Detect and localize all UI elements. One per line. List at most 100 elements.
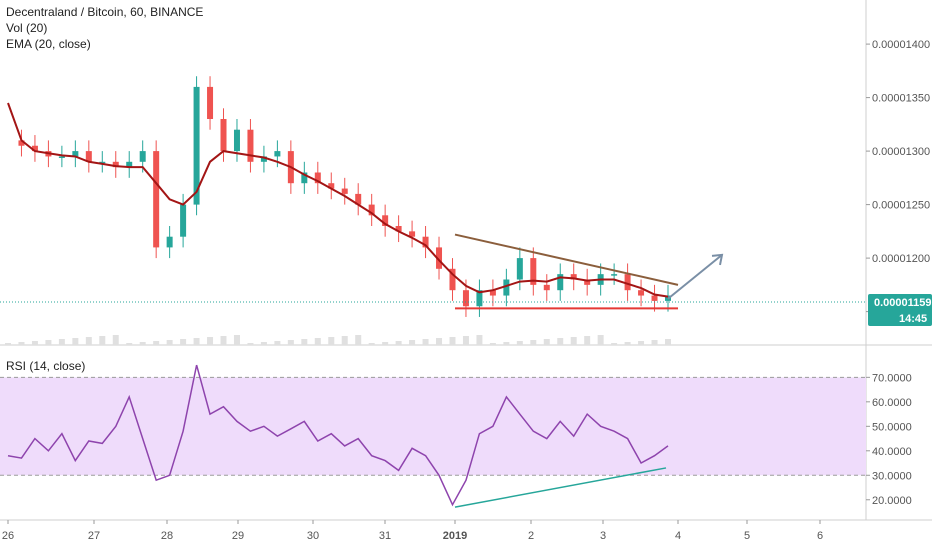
- volume-bar: [193, 338, 200, 345]
- volume-bar: [85, 337, 92, 345]
- candle-body: [368, 204, 375, 216]
- volume-bar: [530, 340, 537, 345]
- candle-body: [207, 86, 214, 119]
- volume-label[interactable]: Vol (20): [6, 21, 48, 35]
- y-axis-main: 0.00001400 0.00001350 0.00001300 0.00001250…: [866, 39, 930, 319]
- volume-bar: [584, 336, 591, 345]
- volume-bar: [597, 335, 604, 345]
- candle-body: [112, 161, 119, 168]
- volume-bar: [570, 337, 577, 345]
- volume-bar: [5, 343, 11, 345]
- candle-body: [570, 274, 577, 280]
- volume-bar: [368, 343, 375, 345]
- candle-body: [247, 129, 254, 162]
- x-tick-label: 28: [161, 530, 173, 542]
- x-tick-label: 2: [528, 530, 534, 542]
- y-tick-label: 0.00001350: [872, 93, 930, 105]
- volume-bar: [99, 336, 106, 345]
- volume-bar: [112, 335, 119, 345]
- x-tick-label: 30: [307, 530, 319, 542]
- volume-bar: [274, 341, 281, 345]
- candle-body: [18, 140, 25, 146]
- candle-body: [557, 274, 564, 291]
- volume-bar: [31, 341, 38, 345]
- volume-bar: [409, 340, 416, 345]
- candle-body: [233, 129, 240, 152]
- x-tick-label: 4: [675, 530, 681, 542]
- candle-body: [395, 226, 402, 232]
- x-tick-label: 2019: [443, 530, 467, 542]
- candle-body: [328, 183, 335, 189]
- rsi-band: [0, 377, 866, 476]
- candle-body: [341, 188, 348, 194]
- volume-bar: [341, 336, 348, 345]
- volume-bar: [126, 343, 133, 345]
- candle-body: [584, 279, 591, 285]
- volume-bar: [449, 337, 456, 345]
- y-tick-label: 0.00001250: [872, 200, 930, 212]
- candle-body: [274, 151, 281, 157]
- x-tick-label: 5: [744, 530, 750, 542]
- volume-bar: [382, 342, 389, 345]
- volume-bar: [247, 343, 254, 345]
- main-legend: Decentraland / Bitcoin, 60, BINANCE Vol …: [6, 4, 203, 52]
- symbol-title[interactable]: Decentraland / Bitcoin, 60, BINANCE: [6, 5, 204, 19]
- countdown-label: 14:45: [899, 313, 927, 325]
- volume-bar: [58, 339, 65, 345]
- candle-body: [99, 161, 106, 164]
- volume-bar: [503, 342, 510, 345]
- candle-body: [409, 231, 416, 237]
- volume-bar: [287, 340, 294, 345]
- price-tag: 0.00001159 14:45: [868, 293, 932, 326]
- y-axis-rsi: 70.0000 60.0000 50.0000 40.0000 30.0000 20.00…: [866, 372, 912, 507]
- arrow-shaft: [667, 254, 723, 300]
- x-tick-label: 6: [817, 530, 823, 542]
- y-tick-label: 50.0000: [872, 421, 912, 433]
- arrow-head: [711, 253, 724, 266]
- candle-body: [193, 86, 200, 205]
- y-tick-label: 30.0000: [872, 470, 912, 482]
- candle-body: [166, 236, 173, 248]
- rsi-label[interactable]: RSI (14, close): [6, 359, 86, 373]
- volume-bar: [328, 337, 335, 345]
- candle-body: [85, 151, 92, 162]
- volume-bar: [207, 337, 214, 345]
- candle-body: [638, 290, 645, 296]
- ema-line: [7, 102, 669, 298]
- volume-bar: [436, 338, 443, 345]
- candle-body: [462, 290, 469, 307]
- candle-body: [449, 268, 456, 291]
- candles: [18, 76, 671, 317]
- y-tick-label: 0.00001200: [872, 253, 930, 265]
- candle-body: [436, 247, 443, 269]
- volume-bar: [355, 335, 362, 345]
- candle-body: [382, 215, 389, 226]
- rsi-trendline: [454, 467, 667, 508]
- candle-body: [180, 204, 187, 237]
- rsi-legend: RSI (14, close): [6, 358, 85, 374]
- volume-bar: [476, 335, 483, 345]
- x-tick-label: 31: [379, 530, 391, 542]
- volume-bar: [611, 343, 618, 345]
- candle-body: [58, 156, 65, 158]
- volume-bar: [301, 339, 308, 345]
- candle-body: [624, 274, 631, 291]
- trendline-upper: [454, 233, 679, 286]
- ema-label[interactable]: EMA (20, close): [6, 37, 91, 51]
- volume-bar: [139, 342, 146, 345]
- candle-body: [651, 295, 658, 301]
- arrow-up-icon: [667, 253, 724, 300]
- volume-bar: [72, 338, 79, 345]
- volume-bar: [180, 339, 187, 345]
- candle-body: [314, 172, 321, 184]
- candle-body: [476, 290, 483, 307]
- y-tick-label: 60.0000: [872, 397, 912, 409]
- candle-body: [543, 284, 550, 291]
- y-tick-label: 20.0000: [872, 495, 912, 507]
- volume-bar: [233, 335, 240, 345]
- candle-body: [220, 119, 227, 152]
- candle-body: [422, 236, 429, 248]
- volume-bar: [220, 336, 227, 345]
- candle-body: [31, 145, 38, 152]
